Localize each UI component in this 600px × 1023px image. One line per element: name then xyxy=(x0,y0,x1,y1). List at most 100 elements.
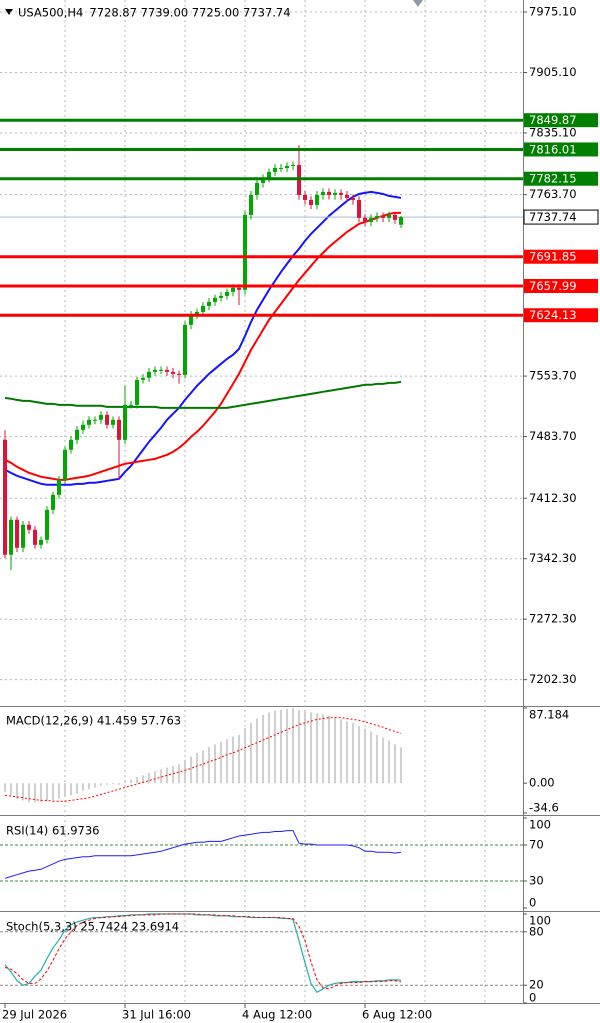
candle-body xyxy=(207,301,211,306)
y-tick-label: 7272.30 xyxy=(529,612,577,626)
candle-body xyxy=(231,287,235,292)
y-tick-label: 7483.70 xyxy=(529,429,577,443)
level-label-box xyxy=(524,142,598,157)
candle-body xyxy=(381,215,385,218)
candle-body xyxy=(159,369,163,371)
candle-body xyxy=(165,369,169,372)
candle-body xyxy=(375,215,379,218)
y-tick-label: 7202.30 xyxy=(529,672,577,686)
level-label: 7782.15 xyxy=(529,172,577,186)
y-tick-label: 0.00 xyxy=(529,776,555,790)
level-label-box xyxy=(524,171,598,186)
candle-body xyxy=(141,377,145,380)
candle-body xyxy=(399,217,403,225)
y-tick-label: 7905.10 xyxy=(529,65,577,79)
candle-body xyxy=(63,449,67,480)
level-label: 7691.85 xyxy=(529,250,577,264)
x-tick-label: 6 Aug 12:00 xyxy=(362,1008,432,1022)
candle-body xyxy=(303,194,307,200)
moving-average-line xyxy=(4,190,402,486)
candle-body xyxy=(321,191,325,195)
signal-line xyxy=(4,717,402,802)
y-tick-label: 7342.30 xyxy=(529,551,577,565)
candle-body xyxy=(345,194,349,198)
candle-body xyxy=(243,214,247,290)
level-label-box xyxy=(524,113,598,128)
candle-body xyxy=(351,197,355,200)
candle-body xyxy=(171,371,175,374)
candle-body xyxy=(111,419,115,425)
candle-body xyxy=(75,429,79,440)
y-tick-label: 70 xyxy=(529,838,544,852)
y-tick-label: 100 xyxy=(529,914,551,928)
x-tick-label: 31 Jul 16:00 xyxy=(122,1008,191,1022)
candle-body xyxy=(387,214,391,218)
candle-body xyxy=(177,373,181,375)
candle-body xyxy=(87,419,91,425)
panel-title: RSI(14) 61.9736 xyxy=(6,824,100,838)
y-tick-label: 7975.10 xyxy=(529,5,577,19)
chart-subtitle: 7728.87 7739.00 7725.00 7737.74 xyxy=(89,6,290,20)
candle-body xyxy=(279,167,283,169)
candle-body xyxy=(237,287,241,290)
candle-body xyxy=(9,519,13,555)
y-tick-label: 80 xyxy=(529,924,544,938)
panel-title: MACD(12,26,9) 41.459 57.763 xyxy=(6,714,181,728)
y-tick-label: -34.6 xyxy=(529,801,559,815)
candle-body xyxy=(39,539,43,545)
moving-average-line xyxy=(4,211,401,481)
level-label: 7816.01 xyxy=(529,142,577,156)
candle-body xyxy=(363,217,367,222)
y-tick-label: 87.184 xyxy=(529,708,569,722)
candle-body xyxy=(135,379,139,405)
candle-body xyxy=(261,177,265,183)
candle-body xyxy=(189,314,193,325)
candle-body xyxy=(369,217,373,222)
candle-body xyxy=(273,167,277,172)
current-price-label: 7737.74 xyxy=(529,210,577,224)
level-label: 7624.13 xyxy=(529,308,577,322)
chart-title: USA500,H4 xyxy=(18,6,83,20)
candle-body xyxy=(129,404,133,406)
candle-body xyxy=(315,194,319,205)
current-price-box xyxy=(523,209,599,225)
candle-body xyxy=(183,324,187,375)
candle-body xyxy=(51,494,55,510)
candle-body xyxy=(93,419,97,421)
y-tick-label: 0 xyxy=(529,991,536,1005)
candle-body xyxy=(3,439,7,555)
candle-body xyxy=(201,305,205,312)
level-label: 7849.87 xyxy=(529,113,577,127)
candle-body xyxy=(69,439,73,450)
shift-marker xyxy=(413,0,423,7)
candle-body xyxy=(225,291,229,296)
candle-body xyxy=(45,509,49,540)
y-tick-label: 0 xyxy=(529,896,536,910)
y-tick-label: 100 xyxy=(529,818,551,832)
candle-body xyxy=(147,371,151,378)
y-tick-label: 20 xyxy=(529,978,544,992)
candle-body xyxy=(27,524,31,530)
candle-body xyxy=(99,414,103,420)
candle-body xyxy=(117,419,121,440)
candle-body xyxy=(33,529,37,545)
level-label-box xyxy=(524,308,598,323)
candle-body xyxy=(123,404,127,440)
rsi-line xyxy=(4,830,402,879)
level-label: 7657.99 xyxy=(529,279,577,293)
candle-body xyxy=(249,194,253,215)
candle-body xyxy=(213,297,217,302)
candle-body xyxy=(21,524,25,548)
candle-body xyxy=(309,199,313,205)
candle-body xyxy=(219,295,223,298)
y-tick-label: 7412.30 xyxy=(529,491,577,505)
candle-body xyxy=(339,192,343,195)
candle-body xyxy=(57,479,61,495)
candle-body xyxy=(81,424,85,430)
level-label-box xyxy=(524,249,598,264)
y-tick-label: 7763.70 xyxy=(529,187,577,201)
candle-body xyxy=(357,199,361,218)
candle-body xyxy=(15,519,19,548)
